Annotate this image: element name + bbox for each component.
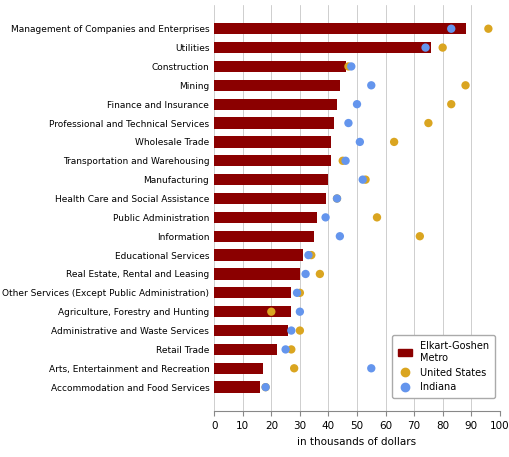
Point xyxy=(461,82,469,89)
Point xyxy=(332,195,341,202)
Point xyxy=(366,365,375,372)
Point xyxy=(292,289,300,297)
Point xyxy=(290,365,298,372)
Point xyxy=(389,138,398,146)
Point xyxy=(261,383,269,391)
Bar xyxy=(214,155,331,166)
Point xyxy=(355,138,363,146)
Point xyxy=(304,251,312,259)
Point xyxy=(415,233,423,240)
Point xyxy=(423,119,432,127)
Point xyxy=(344,119,352,127)
Bar xyxy=(214,174,328,185)
Bar xyxy=(214,61,345,72)
Bar xyxy=(214,268,299,280)
Bar xyxy=(214,306,291,317)
Point xyxy=(295,327,303,334)
Bar xyxy=(214,99,336,110)
Point xyxy=(347,63,355,70)
Bar xyxy=(214,117,333,129)
Point xyxy=(321,214,329,221)
Bar xyxy=(214,382,260,393)
Bar xyxy=(214,250,302,261)
Bar xyxy=(214,362,262,374)
Point xyxy=(372,214,380,221)
Point xyxy=(446,25,455,32)
Bar xyxy=(214,231,314,242)
X-axis label: in thousands of dollars: in thousands of dollars xyxy=(297,436,416,446)
Bar xyxy=(214,325,288,336)
Bar xyxy=(214,287,291,298)
Bar xyxy=(214,136,331,148)
Bar xyxy=(214,212,317,223)
Point xyxy=(301,270,309,277)
Point xyxy=(438,44,446,51)
Point xyxy=(344,63,352,70)
Point xyxy=(484,25,492,32)
Point xyxy=(267,308,275,315)
Bar xyxy=(214,193,325,204)
Point xyxy=(306,251,315,259)
Point xyxy=(335,233,343,240)
Point xyxy=(446,101,455,108)
Point xyxy=(420,44,429,51)
Point xyxy=(332,195,341,202)
Legend: Elkart-Goshen
Metro, United States, Indiana: Elkart-Goshen Metro, United States, Indi… xyxy=(391,335,494,399)
Point xyxy=(287,346,295,353)
Point xyxy=(287,327,295,334)
Bar xyxy=(214,42,431,53)
Point xyxy=(338,157,346,165)
Point xyxy=(261,383,269,391)
Point xyxy=(366,82,375,89)
Point xyxy=(295,289,303,297)
Point xyxy=(295,308,303,315)
Bar xyxy=(214,23,465,34)
Point xyxy=(281,346,289,353)
Point xyxy=(341,157,349,165)
Bar xyxy=(214,344,276,355)
Point xyxy=(315,270,323,277)
Point xyxy=(358,176,366,183)
Point xyxy=(361,176,369,183)
Bar xyxy=(214,80,339,91)
Point xyxy=(352,101,360,108)
